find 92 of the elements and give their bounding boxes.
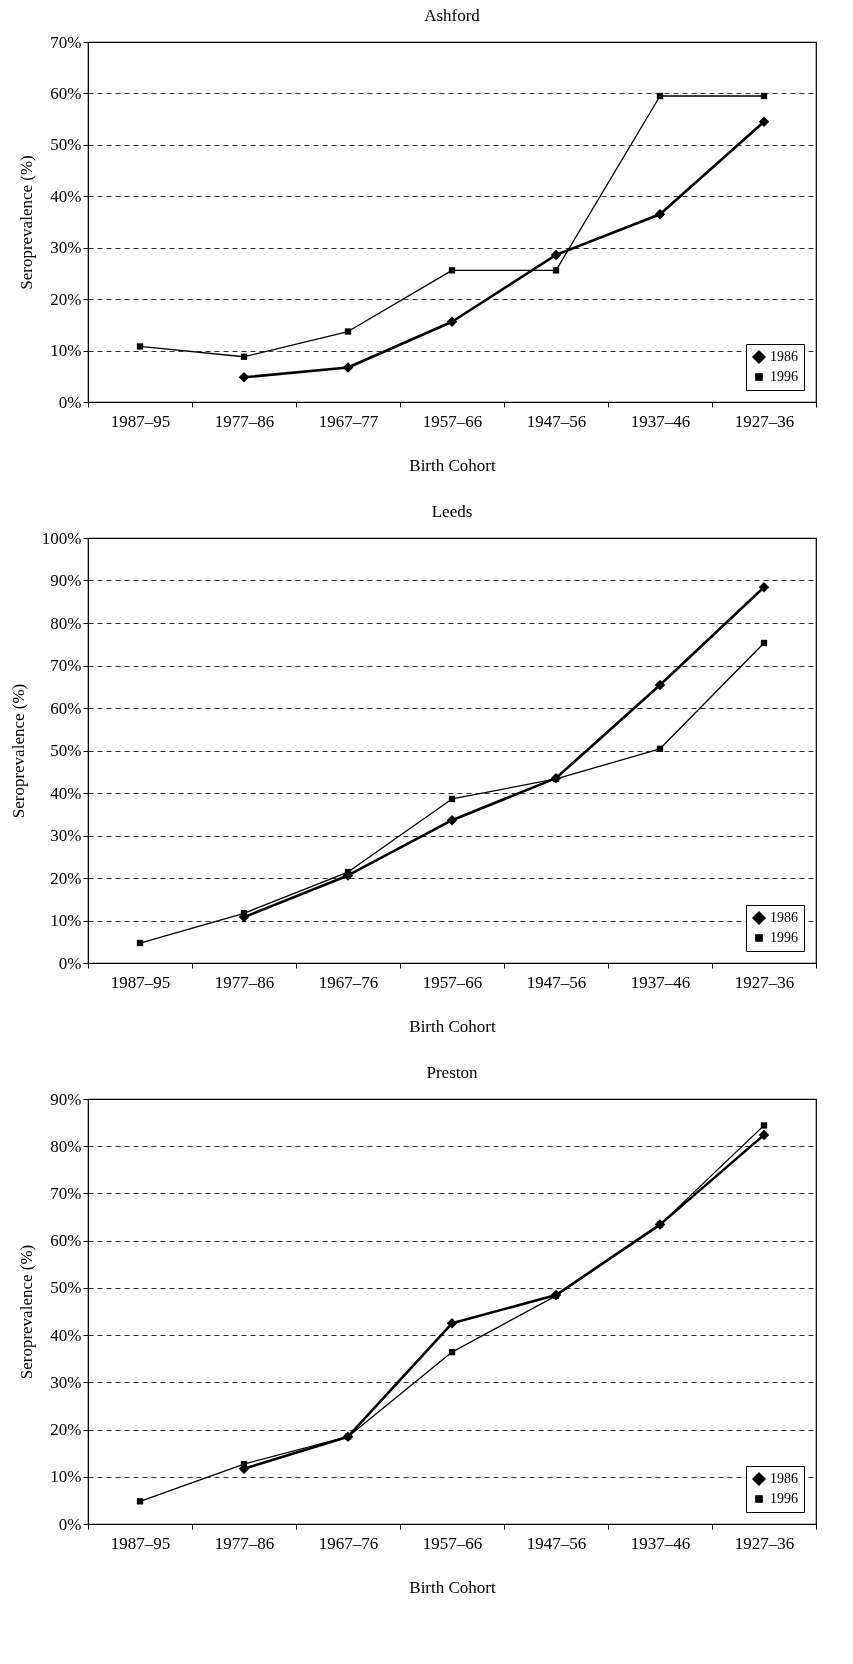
x-tick-label: 1937–46	[630, 972, 691, 992]
chart-title: Preston	[426, 1063, 478, 1082]
legend-label: 1996	[770, 930, 798, 945]
point	[550, 249, 562, 261]
y-tick-label: 40%	[50, 186, 82, 206]
point	[656, 745, 664, 752]
y-tick-label: 90%	[50, 1089, 82, 1109]
legend-label: 1986	[770, 1471, 798, 1486]
x-tick-label: 1927–36	[734, 411, 795, 431]
x-tick-label: 1947–56	[526, 972, 587, 992]
point	[552, 267, 560, 274]
chart-title: Ashford	[424, 6, 481, 25]
y-tick-label: 30%	[50, 826, 82, 845]
x-tick-label: 1987–95	[110, 1533, 171, 1553]
x-tick-label: 1967–76	[318, 972, 379, 992]
point	[758, 116, 770, 127]
chart-title: Leeds	[431, 502, 473, 521]
legend-label: 1986	[770, 910, 798, 925]
x-axis-title: Birth Cohort	[409, 455, 496, 475]
point	[136, 1498, 144, 1505]
point	[342, 362, 354, 373]
point	[758, 582, 770, 593]
y-tick-label: 80%	[50, 1136, 82, 1156]
legend-label: 1996	[770, 1491, 798, 1506]
x-tick-label: 1947–56	[526, 411, 587, 431]
y-tick-label: 100%	[41, 528, 82, 548]
point	[448, 1348, 456, 1356]
y-tick-label: 50%	[50, 741, 82, 760]
x-tick-label: 1987–95	[110, 972, 171, 992]
point	[238, 372, 250, 383]
y-tick-label: 70%	[50, 1183, 82, 1203]
x-tick-label: 1977–86	[214, 972, 275, 992]
x-tick-label: 1967–76	[318, 1533, 379, 1553]
x-tick-label: 1937–46	[630, 411, 691, 431]
y-tick-label: 60%	[50, 83, 82, 103]
y-tick-label: 10%	[50, 1467, 82, 1487]
point	[446, 1318, 458, 1329]
y-tick-label: 60%	[50, 1231, 82, 1251]
y-tick-label: 40%	[50, 1325, 82, 1345]
point	[240, 1460, 248, 1468]
point	[240, 353, 248, 360]
y-tick-label: 10%	[50, 911, 82, 930]
point	[448, 795, 456, 803]
point	[344, 328, 352, 335]
y-tick-label: 80%	[50, 613, 82, 633]
x-tick-label: 1977–86	[214, 1533, 275, 1553]
point	[760, 1122, 768, 1129]
y-tick-label: 20%	[50, 868, 82, 888]
point	[240, 910, 248, 917]
y-tick-label: 70%	[50, 32, 82, 52]
x-tick-label: 1937–46	[630, 1533, 691, 1553]
y-tick-label: 10%	[50, 341, 82, 361]
x-tick-label: 1977–86	[214, 411, 275, 431]
x-axis-title: Birth Cohort	[409, 1016, 496, 1036]
point	[448, 267, 456, 274]
legend-label: 1986	[770, 349, 798, 364]
point	[656, 92, 664, 100]
point	[136, 939, 144, 947]
y-tick-label: 70%	[50, 656, 82, 675]
y-tick-label: 20%	[50, 1420, 82, 1440]
point	[654, 209, 666, 220]
x-tick-label: 1987–95	[110, 411, 171, 431]
x-tick-label: 1957–66	[422, 972, 483, 992]
y-axis-title: Seroprevalence (%)	[17, 155, 37, 290]
point	[654, 679, 666, 691]
y-tick-label: 0%	[58, 953, 82, 973]
y-tick-label: 50%	[50, 1278, 82, 1298]
x-tick-label: 1957–66	[422, 1533, 483, 1553]
y-tick-label: 40%	[50, 783, 82, 803]
point	[758, 1129, 770, 1141]
y-tick-label: 20%	[50, 289, 82, 309]
y-axis-title: Seroprevalence (%)	[8, 683, 28, 819]
y-tick-label: 0%	[58, 1514, 82, 1534]
y-tick-label: 90%	[50, 571, 82, 590]
x-tick-label: 1947–56	[526, 1533, 587, 1553]
y-axis-title: Seroprevalence (%)	[17, 1244, 37, 1380]
point	[760, 92, 768, 100]
x-tick-label: 1967–77	[318, 411, 379, 431]
point	[446, 316, 458, 328]
y-tick-label: 60%	[50, 698, 82, 718]
y-tick-label: 30%	[50, 1372, 82, 1392]
x-axis-title: Birth Cohort	[409, 1577, 496, 1597]
y-tick-label: 50%	[50, 135, 82, 155]
y-tick-label: 30%	[50, 238, 82, 258]
x-tick-label: 1927–36	[734, 972, 795, 992]
legend-label: 1996	[770, 369, 798, 384]
x-tick-label: 1927–36	[734, 1533, 795, 1553]
point	[760, 639, 768, 647]
point	[136, 343, 144, 350]
y-tick-label: 0%	[58, 392, 82, 412]
x-tick-label: 1957–66	[422, 411, 483, 431]
point	[446, 814, 458, 826]
